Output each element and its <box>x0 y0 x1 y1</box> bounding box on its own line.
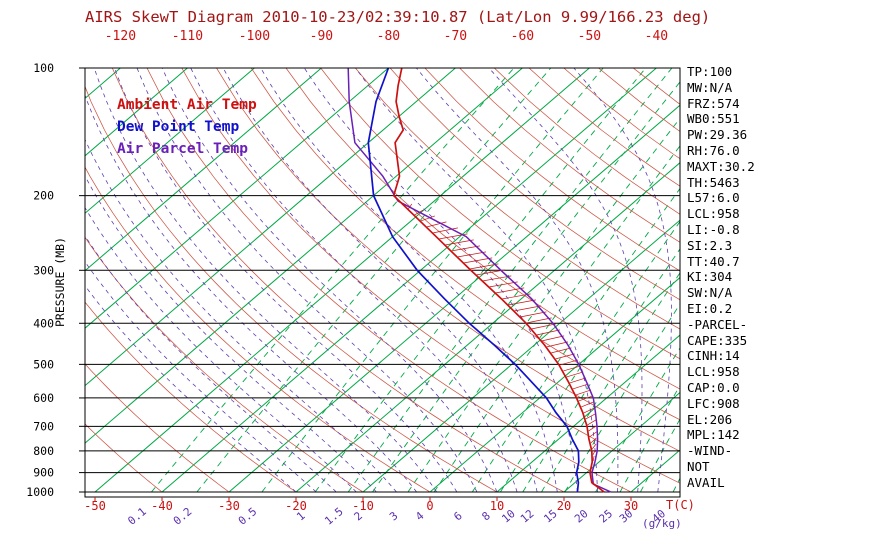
stat-line: CAPE:335 <box>687 332 748 348</box>
plot-frame <box>84 67 681 498</box>
mixing-ratio-label: 4 <box>413 509 427 523</box>
stat-line: LFC:908 <box>687 395 740 411</box>
y-axis-title: PRESSURE (MB) <box>53 237 67 327</box>
stat-line: LI:-0.8 <box>687 221 740 237</box>
mixing-ratio-label: 0.1 <box>125 505 149 528</box>
stat-line: L57:6.0 <box>687 190 740 206</box>
stat-line: SW:N/A <box>687 285 733 301</box>
bottom-temp-tick: -10 <box>352 499 374 513</box>
pressure-gridlines <box>85 68 680 493</box>
mixing-ratio-label: 25 <box>597 507 616 525</box>
parcel-temp-curve <box>347 68 612 493</box>
stat-line: KI:304 <box>687 269 733 285</box>
pressure-tick-label: 300 <box>33 263 54 277</box>
stat-line: EI:0.2 <box>687 300 733 316</box>
mixing-ratio-label: 1.5 <box>322 505 346 528</box>
top-axis-tick: -40 <box>645 29 668 44</box>
top-axis-tick: -100 <box>239 29 270 44</box>
legend-item: Dew Point Temp <box>117 119 240 135</box>
pressure-tick-label: 500 <box>33 357 54 371</box>
pressure-tick-label: 600 <box>33 391 54 405</box>
mixing-ratio-label: 12 <box>518 507 537 525</box>
stat-line: AVAIL <box>687 474 725 490</box>
stat-line: MW:N/A <box>687 79 733 95</box>
stat-line: -WIND- <box>687 443 733 459</box>
stat-line: EL:206 <box>687 411 733 427</box>
pressure-tick-label: 200 <box>33 189 54 203</box>
top-axis-tick: -110 <box>172 29 203 44</box>
stat-line: NOT <box>687 458 710 474</box>
bottom-temp-tick: 10 <box>490 499 504 513</box>
stat-line: SI:2.3 <box>687 237 733 253</box>
top-axis-tick: -120 <box>105 29 136 44</box>
chart-title: AIRS SkewT Diagram 2010-10-23/02:39:10.8… <box>85 8 711 26</box>
temp-unit-label: T(C) <box>666 498 695 512</box>
pressure-tick-label: 800 <box>33 444 54 458</box>
stat-line: RH:76.0 <box>687 142 740 158</box>
stat-line: LCL:958 <box>687 206 740 222</box>
legend: Ambient Air Temp Dew Point Temp Air Parcel… <box>117 94 257 160</box>
stat-line: PW:29.36 <box>687 127 748 143</box>
pressure-tick-label: 700 <box>33 419 54 433</box>
mixing-ratio-label: 3 <box>387 509 400 523</box>
legend-item: Ambient Air Temp <box>117 97 257 113</box>
dew-point-curve <box>367 68 580 493</box>
top-axis-tick: -50 <box>578 29 601 44</box>
cape-hatching <box>408 203 597 461</box>
pressure-tick-label: 100 <box>33 61 54 75</box>
pressure-tick-label: 400 <box>33 316 54 330</box>
axis-labels: -120 -110 -100 -90 -80 -70 -60 -50 -401002003004… <box>26 29 695 530</box>
stat-line: CINH:14 <box>687 348 740 364</box>
bottom-temp-tick: -20 <box>285 499 307 513</box>
top-axis-tick: -60 <box>511 29 534 44</box>
stat-line: WB0:551 <box>687 111 740 127</box>
bottom-temp-tick: 30 <box>624 499 638 513</box>
stat-line: MPL:142 <box>687 427 740 443</box>
mixing-ratio-lines <box>151 68 680 493</box>
legend-item: Air Parcel Temp <box>117 141 248 157</box>
top-axis-tick: -80 <box>377 29 400 44</box>
bottom-temp-tick: -30 <box>218 499 240 513</box>
bottom-temp-tick: 0 <box>426 499 433 513</box>
stat-line: -PARCEL- <box>687 316 748 332</box>
mixing-ratio-label: 6 <box>451 509 464 523</box>
moist-adiabat-lines <box>85 68 672 493</box>
stat-line: FRZ:574 <box>687 95 740 111</box>
bottom-temp-tick: -40 <box>151 499 173 513</box>
dry-adiabat-lines <box>85 68 680 493</box>
mixing-ratio-label: 0.2 <box>171 505 195 528</box>
stat-line: TP:100 <box>687 64 733 79</box>
stat-line: LCL:958 <box>687 364 740 380</box>
top-axis-tick: -70 <box>444 29 467 44</box>
bottom-temp-tick: -50 <box>84 499 106 513</box>
mixing-ratio-label: 20 <box>572 507 591 525</box>
pressure-tick-label: 900 <box>33 466 54 480</box>
ambient-temp-curve <box>392 68 605 493</box>
bottom-temp-tick: 20 <box>557 499 571 513</box>
stats-panel: TP:100 MW:N/A FRZ:574 WB0:551 PW:29.36 RH:76.… <box>687 64 755 491</box>
stat-line: CAP:0.0 <box>687 379 740 395</box>
pressure-tick-label: 1000 <box>26 485 54 499</box>
mixing-unit-label: (g/kg) <box>642 517 682 530</box>
stat-line: TT:40.7 <box>687 253 740 269</box>
stat-line: MAXT:30.2 <box>687 158 755 174</box>
top-axis-tick: -90 <box>310 29 333 44</box>
stat-line: TH:5463 <box>687 174 740 190</box>
